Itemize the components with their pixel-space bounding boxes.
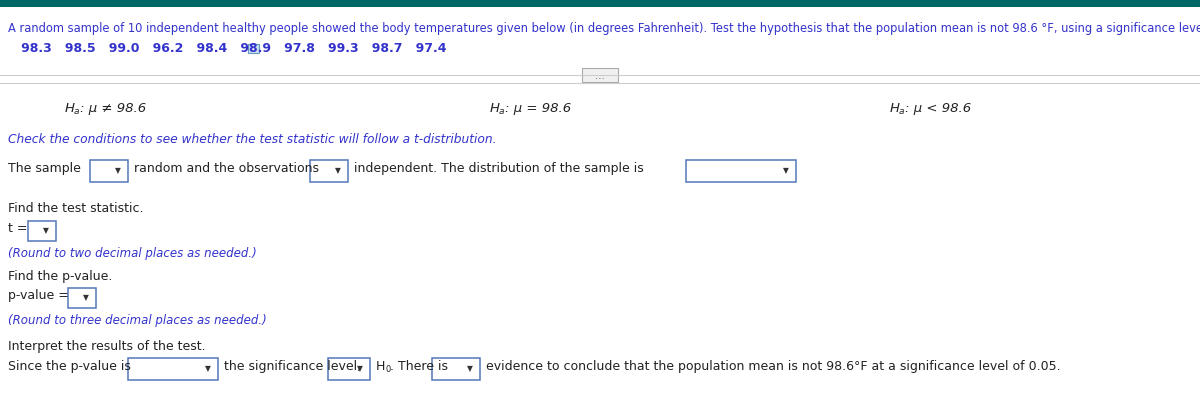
Text: 98.3   98.5   99.0   96.2   98.4   98.9   97.8   99.3   98.7   97.4: 98.3 98.5 99.0 96.2 98.4 98.9 97.8 99.3 … [8,42,446,55]
Bar [0,0,1200,7]
Text: (Round to three decimal places as needed.): (Round to three decimal places as needed… [8,314,266,327]
Text: ▼: ▼ [205,365,211,373]
Text: ▼: ▼ [43,227,49,235]
Text: evidence to conclude that the population mean is not 98.6°F at a significance le: evidence to conclude that the population… [486,360,1061,373]
Bar [432,358,480,380]
Text: ▼: ▼ [784,166,788,176]
Text: 0: 0 [385,365,390,374]
Bar [686,160,796,182]
Text: t =: t = [8,222,28,235]
Text: : μ < 98.6: : μ < 98.6 [905,102,971,115]
Bar [68,288,96,308]
Text: H: H [490,102,500,115]
Text: ▼: ▼ [358,365,362,373]
Text: random and the observations: random and the observations [134,162,319,175]
Text: a: a [499,107,504,116]
Bar [582,68,618,82]
Text: Find the test statistic.: Find the test statistic. [8,202,144,215]
Text: ▼: ▼ [467,365,473,373]
Text: …: … [595,71,605,81]
Text: . There is: . There is [390,360,448,373]
Text: H: H [890,102,900,115]
Text: Check the conditions to see whether the test statistic will follow a t-distribut: Check the conditions to see whether the … [8,133,497,146]
Bar [90,160,128,182]
Bar [248,44,259,53]
Text: A random sample of 10 independent healthy people showed the body temperatures gi: A random sample of 10 independent health… [8,22,1200,35]
Text: a: a [899,107,905,116]
Text: ▼: ▼ [115,166,121,176]
Text: The sample: The sample [8,162,80,175]
Text: p-value =: p-value = [8,289,68,302]
Text: ▼: ▼ [83,293,89,303]
Bar [28,221,56,241]
Text: : μ ≠ 98.6: : μ ≠ 98.6 [80,102,146,115]
Text: Find the p-value.: Find the p-value. [8,270,113,283]
Text: a: a [74,107,79,116]
Bar [328,358,370,380]
Text: independent. The distribution of the sample is: independent. The distribution of the sam… [354,162,643,175]
Text: the significance level,: the significance level, [224,360,361,373]
Text: Interpret the results of the test.: Interpret the results of the test. [8,340,205,353]
Text: H: H [65,102,74,115]
Text: ▼: ▼ [335,166,341,176]
Text: (Round to two decimal places as needed.): (Round to two decimal places as needed.) [8,247,257,260]
Bar [310,160,348,182]
Text: : μ = 98.6: : μ = 98.6 [505,102,571,115]
Text: H: H [376,360,385,373]
Text: Since the p-value is: Since the p-value is [8,360,131,373]
Bar [128,358,218,380]
